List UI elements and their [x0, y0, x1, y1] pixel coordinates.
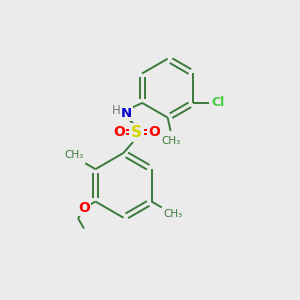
Text: O: O [148, 125, 160, 139]
Text: CH₃: CH₃ [163, 209, 182, 219]
Text: S: S [131, 125, 142, 140]
Text: O: O [78, 201, 90, 215]
Text: H: H [112, 104, 121, 117]
Text: CH₃: CH₃ [161, 136, 180, 146]
Text: CH₃: CH₃ [64, 150, 84, 160]
Text: O: O [114, 125, 126, 139]
Text: Cl: Cl [212, 96, 225, 110]
Text: N: N [121, 107, 132, 120]
